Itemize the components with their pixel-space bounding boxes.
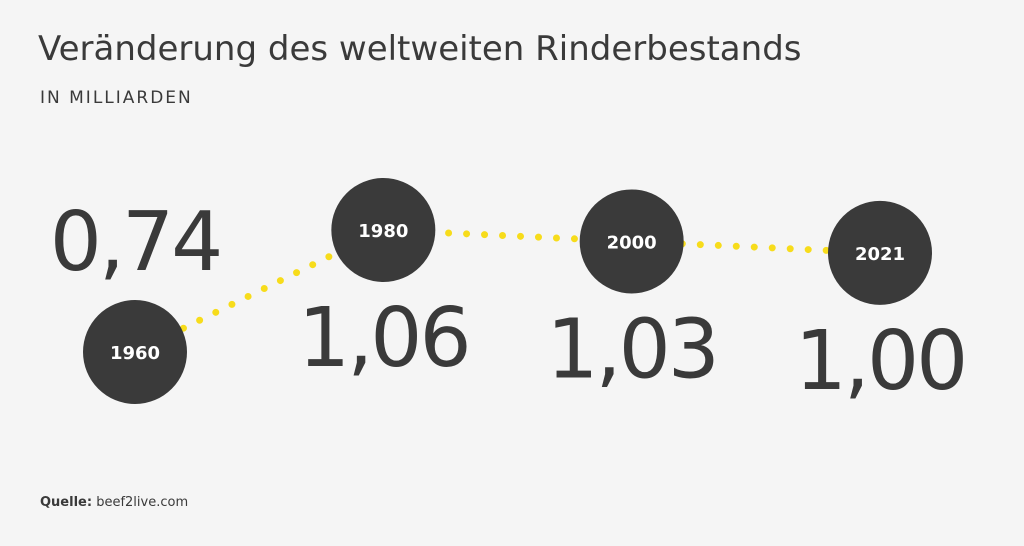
value-label: 1,00 (795, 314, 966, 409)
source-text: beef2live.com (96, 495, 188, 510)
source-label: Quelle: (40, 495, 92, 510)
value-label: 1,03 (546, 302, 717, 397)
point-marker (83, 300, 187, 404)
value-label: 1,06 (298, 291, 469, 386)
point-marker (331, 178, 436, 282)
category-label: 2000 (607, 232, 657, 253)
point-marker (828, 200, 932, 305)
chart-subtitle: IN MILLIARDEN (40, 88, 193, 108)
point-marker (579, 189, 684, 294)
category-label: 1980 (358, 221, 408, 242)
chart-title: Veränderung des weltweiten Rinderbestand… (38, 29, 802, 69)
value-label: 0,74 (50, 195, 221, 290)
data-line (131, 226, 884, 356)
source: Quelle: beef2live.com (40, 495, 188, 510)
category-label: 2021 (855, 244, 905, 265)
category-label: 1960 (110, 343, 160, 364)
